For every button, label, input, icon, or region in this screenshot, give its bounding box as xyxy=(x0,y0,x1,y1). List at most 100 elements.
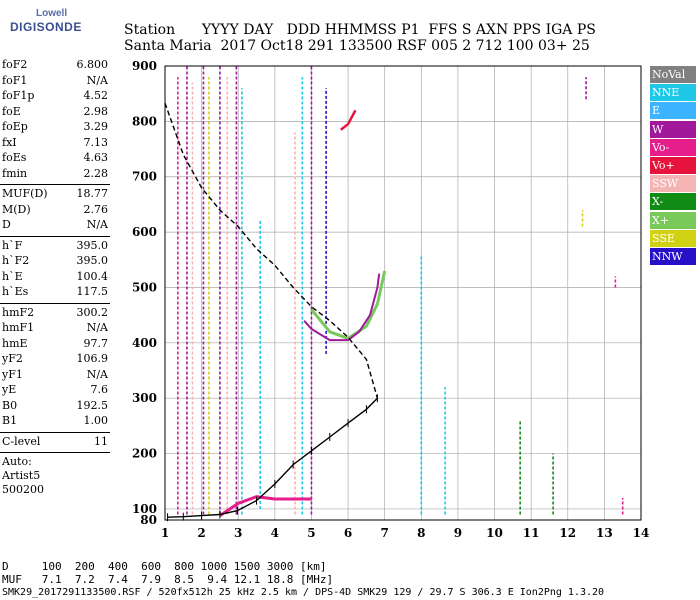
param-label: B0 xyxy=(2,398,18,412)
param-value: 2.98 xyxy=(83,104,109,118)
param-value: N/A xyxy=(86,367,108,381)
param-value: N/A xyxy=(86,218,108,231)
legend-item: X+ xyxy=(650,211,696,229)
param-row: foF2 6.800 xyxy=(0,58,112,74)
param-row: foE 2.98 xyxy=(0,105,112,121)
param-label: fxI xyxy=(2,135,17,149)
x-tick-label: 13 xyxy=(596,526,613,540)
footer-file-info: SMK29_2017291133500.RSF / 520fx512h 25 k… xyxy=(2,587,605,598)
param-row: M(D) 2.76 xyxy=(0,203,112,219)
echo-traces-vertical xyxy=(177,66,624,515)
param-label: foEs xyxy=(2,151,27,164)
param-label: D xyxy=(2,218,11,231)
x-tick-label: 5 xyxy=(307,526,315,540)
parameter-group-a: foF2 6.800 foF1 N/A foF1p 4.52 foE 2.98 foEp 3.29… xyxy=(0,58,112,182)
param-value: 117.5 xyxy=(76,285,109,298)
legend-item: Vo- xyxy=(650,138,696,156)
legend-item: SSE xyxy=(650,229,696,247)
legend-item: Vo+ xyxy=(650,156,696,174)
param-label: foF1 xyxy=(2,73,28,87)
param-label: B1 xyxy=(2,414,18,427)
legend-item: NNW xyxy=(650,247,696,265)
param-row: hmF2 300.2 xyxy=(0,306,112,322)
param-value: 395.0 xyxy=(76,238,109,252)
plot-frame xyxy=(164,65,642,521)
param-value: 3.29 xyxy=(83,120,109,133)
param-row: foEs 4.63 xyxy=(0,151,112,167)
x-tick-label: 1 xyxy=(161,526,169,540)
x-tick-label: 14 xyxy=(633,526,650,540)
param-row: foEp 3.29 xyxy=(0,120,112,136)
param-value: 4.63 xyxy=(83,151,109,164)
param-row: fmin 2.28 xyxy=(0,167,112,183)
param-label: yE xyxy=(2,383,17,396)
clevel-label: C-level xyxy=(2,434,41,448)
param-row: h`F2 395.0 xyxy=(0,254,112,270)
y-tick-label: 200 xyxy=(132,447,157,461)
legend-item: X- xyxy=(650,193,696,211)
separator xyxy=(0,235,110,237)
auto-line-3: 500200 xyxy=(2,483,44,496)
param-label: foF1p xyxy=(2,89,35,102)
auto-scaling-info: Auto: Artist5 500200 xyxy=(0,455,112,497)
param-value: 7.6 xyxy=(90,383,109,396)
param-value: 7.13 xyxy=(83,135,109,149)
param-row: yF1 N/A xyxy=(0,368,112,384)
param-label: M(D) xyxy=(2,202,31,216)
param-row: h`F 395.0 xyxy=(0,239,112,255)
param-row: foF1p 4.52 xyxy=(0,89,112,105)
x-tick-label: 7 xyxy=(381,526,389,540)
param-row: B0 192.5 xyxy=(0,399,112,415)
footer-muf-row: MUF 7.1 7.2 7.4 7.9 8.5 9.4 12.1 18.8 [M… xyxy=(2,573,334,586)
param-label: hmE xyxy=(2,336,28,350)
clevel-value: 11 xyxy=(94,434,108,448)
legend-item: NoVal xyxy=(650,66,696,83)
param-value: 106.9 xyxy=(76,352,109,365)
y-tick-label: 100 xyxy=(132,502,157,516)
y-tick-label: 600 xyxy=(132,225,157,239)
x-tick-label: 6 xyxy=(344,526,352,540)
y-tick-label: 300 xyxy=(132,391,157,405)
param-value: 100.4 xyxy=(76,269,109,283)
param-value: 1.00 xyxy=(83,414,109,427)
param-value: 300.2 xyxy=(76,305,109,319)
param-row: yE 7.6 xyxy=(0,383,112,399)
param-value: 97.7 xyxy=(83,336,109,350)
param-value: 18.77 xyxy=(76,187,109,200)
param-row: yF2 106.9 xyxy=(0,352,112,368)
param-value: 6.800 xyxy=(76,58,109,71)
parameter-group-c: h`F 395.0 h`F2 395.0 h`E 100.4 h`Es 117.5 xyxy=(0,239,112,301)
separator xyxy=(0,302,110,304)
y-tick-label: 80 xyxy=(140,513,157,527)
x-tick-label: 11 xyxy=(523,526,540,540)
param-value: N/A xyxy=(86,321,108,334)
y-tick-label: 900 xyxy=(132,59,157,73)
separator xyxy=(0,184,110,185)
param-label: h`F xyxy=(2,238,23,252)
param-value: 4.52 xyxy=(83,89,109,102)
param-label: h`E xyxy=(2,269,23,283)
parameter-group-d: hmF2 300.2 hmF1 N/A hmE 97.7 yF2 106.9 yF1 N/A yE 7… xyxy=(0,306,112,430)
clevel-row: C-level 11 xyxy=(0,435,112,451)
param-label: hmF2 xyxy=(2,305,35,319)
param-label: h`F2 xyxy=(2,254,30,267)
legend-item: NNE xyxy=(650,84,696,102)
x-tick-label: 3 xyxy=(234,526,242,540)
param-value: 2.28 xyxy=(83,166,109,180)
parameter-panel: foF2 6.800 foF1 N/A foF1p 4.52 foE 2.98 foEp 3.29… xyxy=(0,58,112,497)
param-row: D N/A xyxy=(0,218,112,234)
param-row: foF1 N/A xyxy=(0,74,112,90)
height-profiles xyxy=(164,102,379,522)
o-mode-trace xyxy=(303,273,381,342)
legend-item: E xyxy=(650,102,696,120)
y-tick-label: 800 xyxy=(132,114,157,128)
echo-traces xyxy=(219,109,387,517)
logo-top-text: Lowell xyxy=(36,8,68,19)
header-line-2: Santa Maria 2017 Oct18 291 133500 RSF 00… xyxy=(124,38,590,54)
x-tick-label: 9 xyxy=(454,526,462,540)
param-label: hmF1 xyxy=(2,321,35,334)
x-tick-label: 8 xyxy=(417,526,425,540)
param-row: hmE 97.7 xyxy=(0,337,112,353)
virtual-height-profile xyxy=(164,102,379,399)
param-label: foEp xyxy=(2,120,28,133)
